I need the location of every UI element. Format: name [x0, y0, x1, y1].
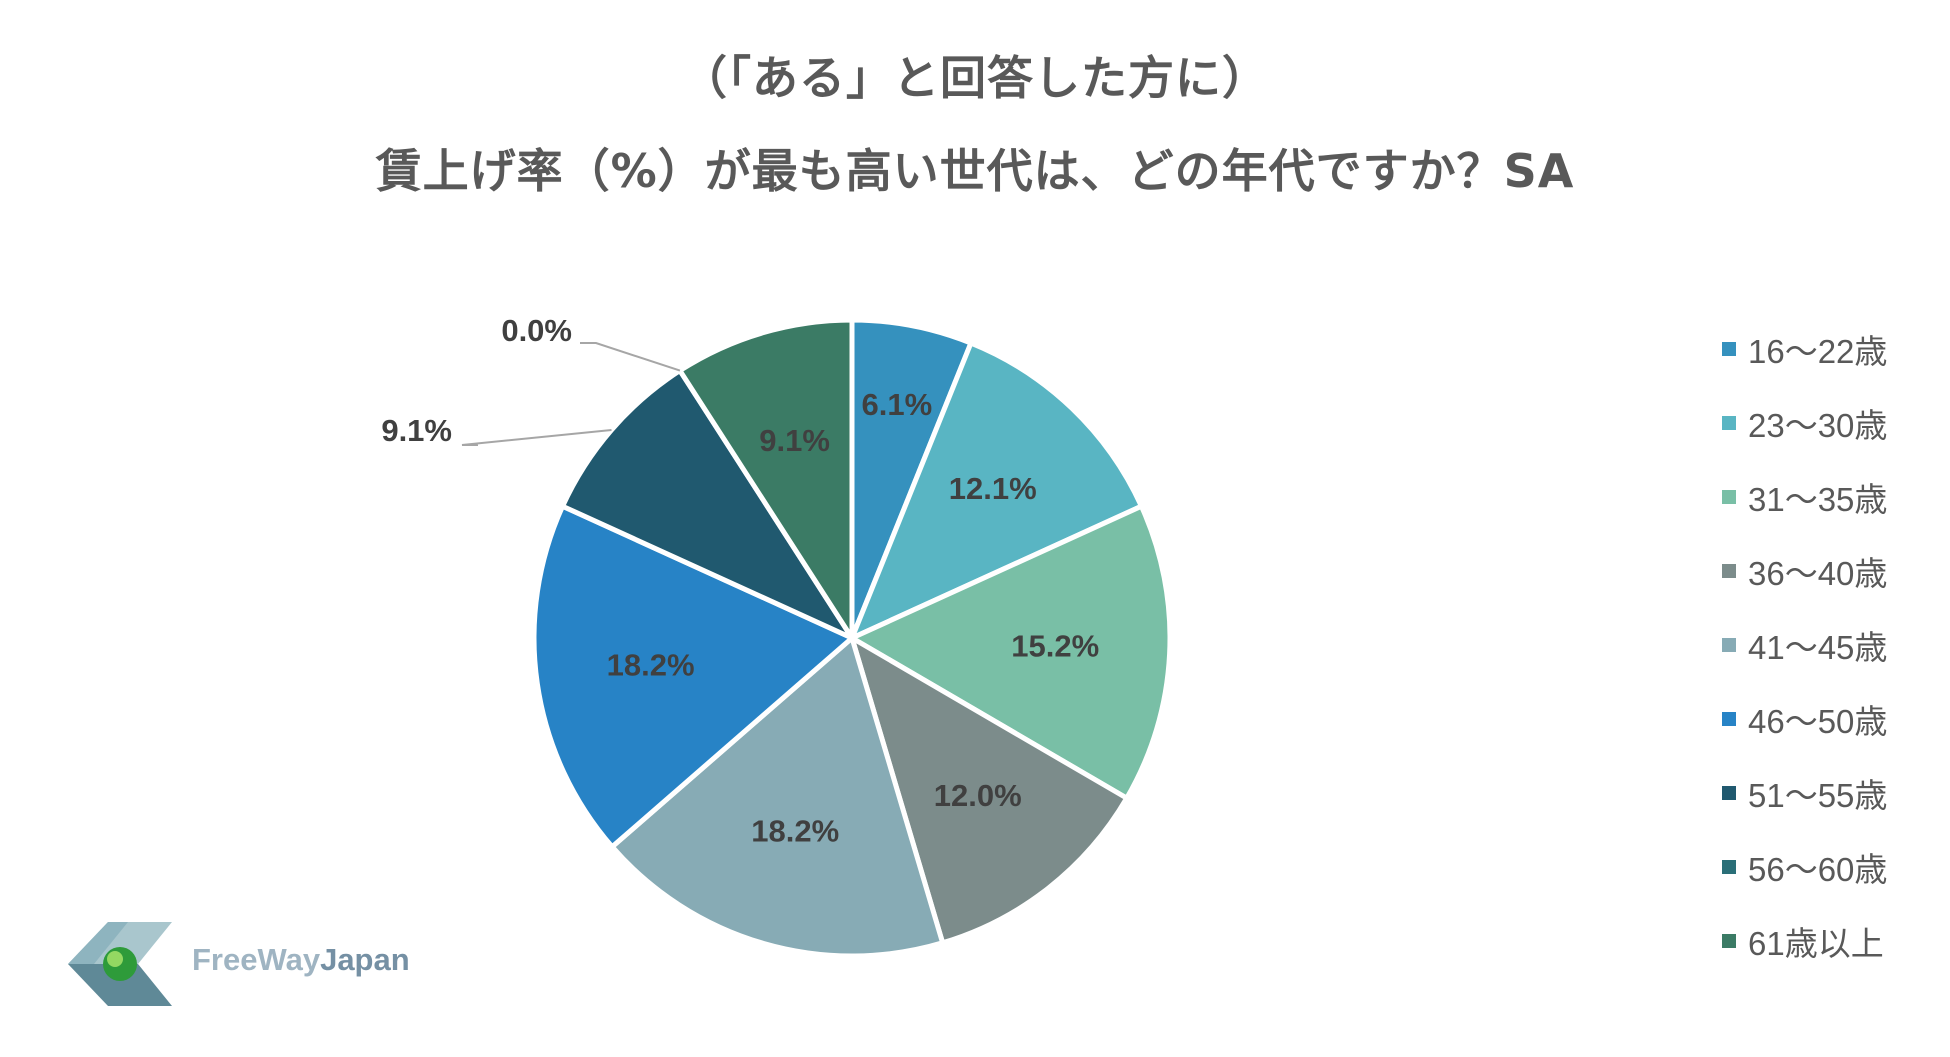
legend-label: 36〜40歳	[1748, 555, 1888, 592]
legend-item-4: 36〜40歳	[1722, 534, 1887, 608]
leader-line-8	[580, 342, 681, 372]
legend-label: 41〜45歳	[1748, 629, 1888, 666]
pie-slice-2	[847, 339, 1145, 643]
leader-line-7	[461, 428, 612, 446]
data-label-6: 18.2%	[607, 647, 695, 682]
legend-swatch	[1722, 934, 1736, 948]
legend-swatch	[1722, 416, 1736, 430]
data-label-4: 12.0%	[934, 778, 1022, 813]
pie-slice-7	[559, 367, 859, 644]
legend-item-9: 61歳以上	[1722, 904, 1887, 978]
legend-label: 23〜30歳	[1748, 407, 1888, 444]
logo-mark-icon	[68, 922, 172, 1006]
legend-item-3: 31〜35歳	[1722, 460, 1887, 534]
legend-swatch	[1722, 638, 1736, 652]
legend-label: 16〜22歳	[1748, 333, 1888, 370]
legend-label: 51〜55歳	[1748, 777, 1888, 814]
data-label-2: 12.1%	[949, 471, 1037, 506]
legend-label: 61歳以上	[1748, 925, 1884, 962]
legend-swatch	[1722, 490, 1736, 504]
data-label-1: 6.1%	[861, 387, 932, 422]
pie-slice-9	[676, 317, 855, 647]
data-label-8: 0.0%	[501, 313, 572, 348]
data-label-5: 18.2%	[751, 814, 839, 849]
legend-item-6: 46〜50歳	[1722, 682, 1887, 756]
legend-swatch	[1722, 712, 1736, 726]
legend-label: 46〜50歳	[1748, 703, 1888, 740]
data-label-3: 15.2%	[1011, 628, 1099, 663]
freewayjapan-logo: FreeWayJapan	[68, 920, 428, 1010]
legend-swatch	[1722, 342, 1736, 356]
legend-item-1: 16〜22歳	[1722, 312, 1887, 386]
legend-label: 31〜35歳	[1748, 481, 1888, 518]
legend-label: 56〜60歳	[1748, 851, 1888, 888]
legend-item-8: 56〜60歳	[1722, 830, 1887, 904]
legend-swatch	[1722, 564, 1736, 578]
chart-legend: 16〜22歳 23〜30歳 31〜35歳 36〜40歳 41〜45歳 46〜50歳 51〜5…	[1722, 312, 1887, 978]
legend-swatch	[1722, 860, 1736, 874]
logo-text: FreeWayJapan	[192, 942, 410, 977]
pie-slice-3	[846, 502, 1173, 802]
data-label-7: 9.1%	[381, 413, 452, 448]
pie-slice-5	[608, 633, 946, 959]
pie-slice-6	[531, 502, 857, 851]
legend-item-5: 41〜45歳	[1722, 608, 1887, 682]
data-label-9: 9.1%	[759, 423, 830, 458]
legend-item-2: 23〜30歳	[1722, 386, 1887, 460]
chart-title-line-2: 賃上げ率（%）が最も高い世代は、どの年代ですか？SA	[375, 144, 1575, 198]
legend-swatch	[1722, 786, 1736, 800]
chart-title-line-1: （「ある」と回答した方に）	[681, 51, 1269, 105]
legend-item-7: 51〜55歳	[1722, 756, 1887, 830]
